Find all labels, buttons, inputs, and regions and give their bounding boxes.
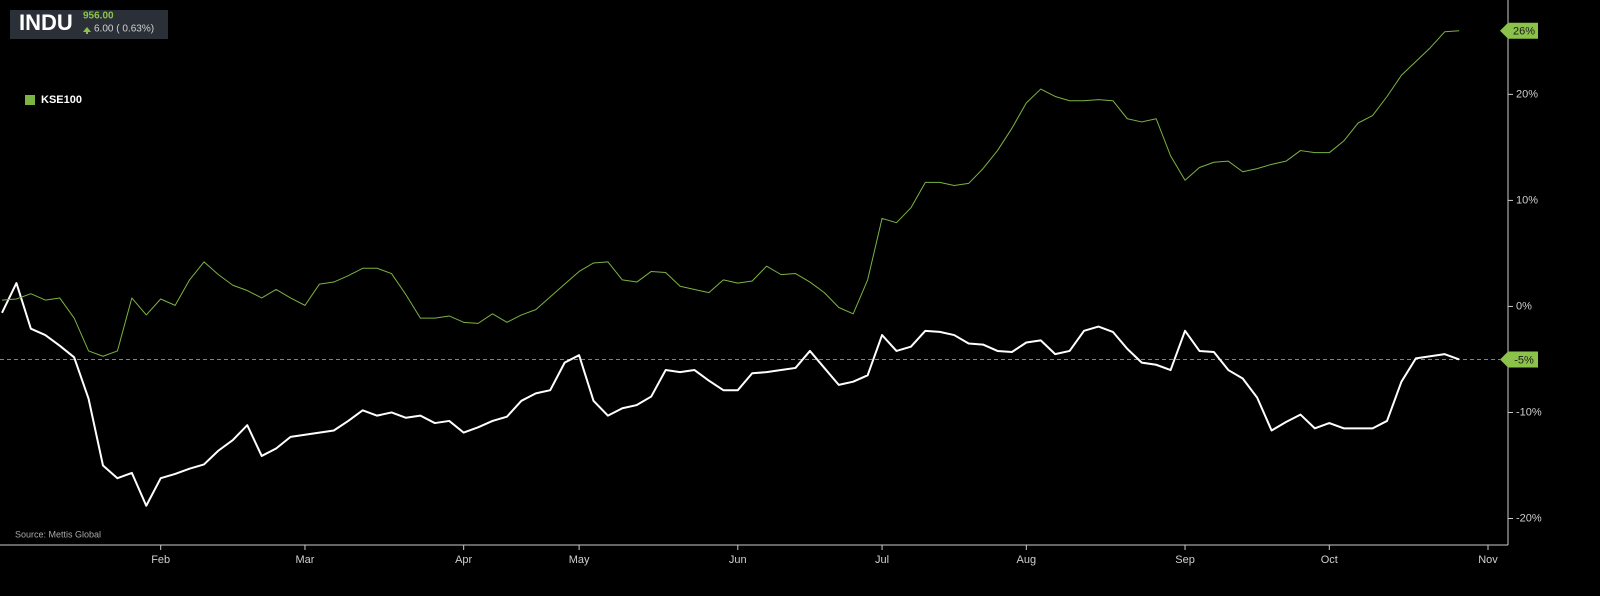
quote-price: 956.00 bbox=[83, 11, 114, 22]
value-badge bbox=[1500, 351, 1538, 368]
up-arrow bbox=[83, 27, 91, 32]
quote-box: INDU 956.00 6.00 ( 0.63%) bbox=[10, 10, 168, 39]
x-tick-label: Feb bbox=[151, 554, 170, 566]
legend-swatch bbox=[25, 95, 35, 105]
x-tick-label: Apr bbox=[455, 554, 472, 566]
value-badge-label: 26% bbox=[1513, 26, 1535, 38]
x-tick-label: Sep bbox=[1175, 554, 1195, 566]
up-arrow-stem bbox=[86, 31, 88, 34]
y-tick-label: 10% bbox=[1516, 194, 1538, 206]
y-tick-label: -20% bbox=[1516, 512, 1542, 524]
x-tick-label: Jul bbox=[875, 554, 889, 566]
value-badge bbox=[1500, 22, 1538, 39]
series-line bbox=[1, 30, 1460, 357]
x-tick-label: Oct bbox=[1321, 554, 1338, 566]
x-tick-label: Aug bbox=[1017, 554, 1037, 566]
x-tick-label: Jun bbox=[729, 554, 747, 566]
legend-label: KSE100 bbox=[41, 94, 82, 106]
x-tick-label: Mar bbox=[295, 554, 314, 566]
y-tick-label: -10% bbox=[1516, 406, 1542, 418]
ticker-symbol: INDU bbox=[19, 10, 73, 35]
quote-change: 6.00 ( 0.63%) bbox=[94, 24, 154, 35]
series-line bbox=[1, 282, 1460, 507]
value-badge-label: -5% bbox=[1514, 354, 1534, 366]
x-tick-label: Nov bbox=[1478, 554, 1498, 566]
source-note: Source: Mettis Global bbox=[15, 529, 101, 539]
quote-background bbox=[10, 10, 168, 39]
x-tick-label: May bbox=[569, 554, 590, 566]
y-tick-label: 20% bbox=[1516, 88, 1538, 100]
y-tick-label: 0% bbox=[1516, 300, 1532, 312]
